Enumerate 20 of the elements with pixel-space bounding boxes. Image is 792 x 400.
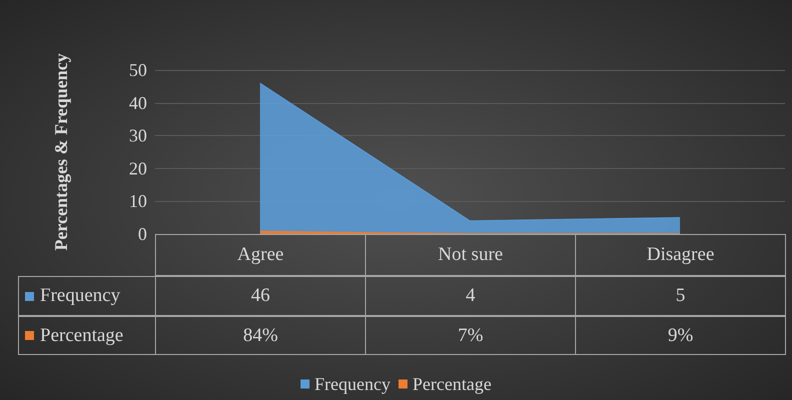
text: Percentage	[40, 324, 124, 346]
y-tick-label: 30	[129, 126, 147, 146]
data-label: 84%	[155, 316, 366, 355]
data-label: 7%	[365, 316, 576, 355]
y-axis-title: Percentages & Frequency	[51, 53, 71, 251]
data-label: 9%	[575, 316, 786, 355]
y-tick-label: 50	[129, 60, 147, 80]
data-label: 5	[575, 276, 786, 316]
x-tick-label: Disagree	[575, 234, 786, 276]
y-tick-label: 40	[129, 92, 147, 113]
data-label: 46	[155, 276, 366, 316]
data-label: 4	[365, 276, 576, 316]
text: Frequency	[40, 285, 120, 306]
x-tick-label: Not sure	[365, 234, 576, 276]
legend-label: Frequency	[314, 374, 391, 394]
y-tick-label: 0	[138, 224, 147, 244]
y-tick-label: 20	[129, 158, 147, 178]
legend-label: Percentage	[412, 374, 492, 394]
y-tick-label: 10	[129, 191, 147, 212]
x-tick-label: Agree	[155, 234, 366, 276]
